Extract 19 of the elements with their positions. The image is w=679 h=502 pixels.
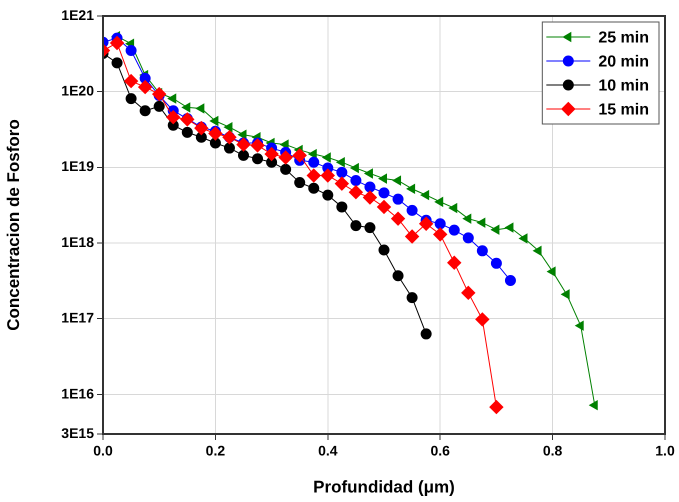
x-tick-label: 0.6 bbox=[430, 442, 450, 458]
y-tick-label: 3E15 bbox=[61, 424, 94, 441]
x-tick-label: 0.4 bbox=[318, 442, 338, 458]
x-tick-label: 1.0 bbox=[655, 442, 675, 458]
legend-label: 15 min bbox=[598, 101, 649, 118]
y-tick-label: 1E20 bbox=[61, 82, 94, 99]
y-tick-label: 1E18 bbox=[61, 234, 94, 250]
legend-label: 10 min bbox=[598, 77, 649, 94]
legend-label: 25 min bbox=[598, 29, 649, 46]
legend-label: 20 min bbox=[598, 53, 649, 70]
x-tick-label: 0.0 bbox=[93, 442, 113, 458]
y-tick-label: 1E21 bbox=[61, 6, 94, 23]
x-tick-label: 0.8 bbox=[542, 442, 563, 458]
x-axis-title: Profundidad (μm) bbox=[313, 477, 455, 496]
x-tick-label: 0.2 bbox=[206, 442, 226, 458]
y-tick-label: 1E16 bbox=[61, 385, 94, 402]
y-tick-label: 1E17 bbox=[61, 310, 94, 326]
y-tick-label: 1E19 bbox=[61, 158, 94, 174]
y-axis-title: Concentracion de Fosforo bbox=[4, 119, 23, 331]
